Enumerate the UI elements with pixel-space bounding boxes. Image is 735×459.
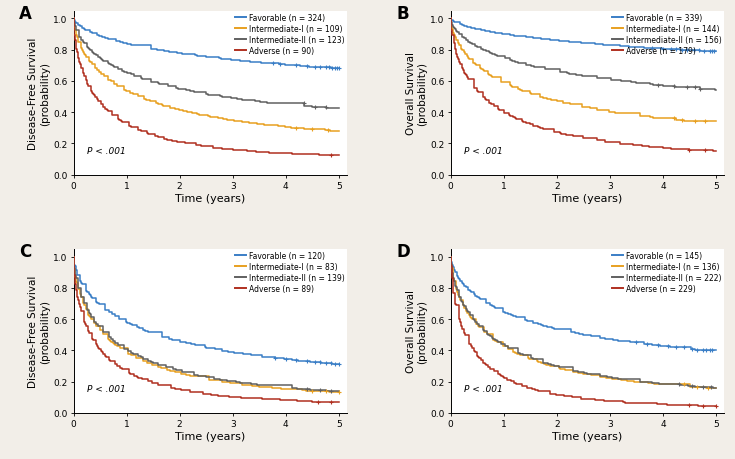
X-axis label: Time (years): Time (years) xyxy=(552,431,623,441)
Text: P < .001: P < .001 xyxy=(465,385,503,393)
Text: D: D xyxy=(396,243,409,261)
X-axis label: Time (years): Time (years) xyxy=(175,193,245,203)
Text: A: A xyxy=(19,5,32,23)
Legend: Favorable (n = 324), Intermediate-I (n = 109), Intermediate-II (n = 123), Advers: Favorable (n = 324), Intermediate-I (n =… xyxy=(234,12,346,57)
Text: P < .001: P < .001 xyxy=(87,385,126,393)
Text: C: C xyxy=(19,243,31,261)
Y-axis label: Overall Survival
(probability): Overall Survival (probability) xyxy=(406,52,427,135)
Y-axis label: Disease-Free Survival
(probability): Disease-Free Survival (probability) xyxy=(29,37,50,150)
Y-axis label: Disease-Free Survival
(probability): Disease-Free Survival (probability) xyxy=(29,275,50,387)
Text: P < .001: P < .001 xyxy=(465,147,503,156)
Legend: Favorable (n = 339), Intermediate-I (n = 144), Intermediate-II (n = 156), Advers: Favorable (n = 339), Intermediate-I (n =… xyxy=(611,12,723,57)
Y-axis label: Overall Survival
(probability): Overall Survival (probability) xyxy=(406,290,427,373)
Text: B: B xyxy=(396,5,409,23)
X-axis label: Time (years): Time (years) xyxy=(175,431,245,441)
Legend: Favorable (n = 120), Intermediate-I (n = 83), Intermediate-II (n = 139), Adverse: Favorable (n = 120), Intermediate-I (n =… xyxy=(234,250,346,295)
Text: P < .001: P < .001 xyxy=(87,147,126,156)
X-axis label: Time (years): Time (years) xyxy=(552,193,623,203)
Legend: Favorable (n = 145), Intermediate-I (n = 136), Intermediate-II (n = 222), Advers: Favorable (n = 145), Intermediate-I (n =… xyxy=(611,250,723,295)
